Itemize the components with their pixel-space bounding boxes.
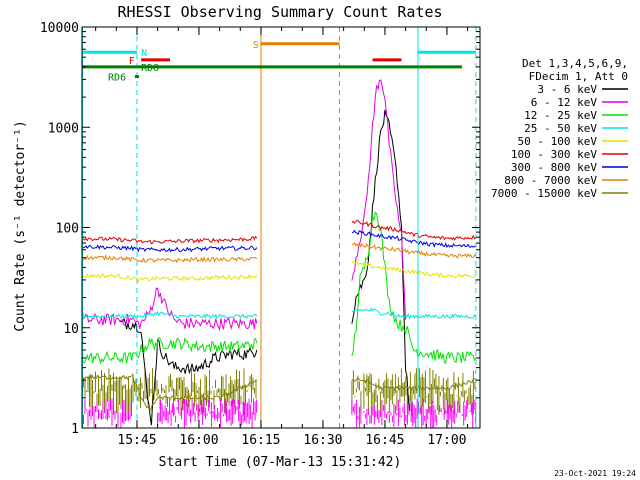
state-label-2: S: [253, 40, 259, 51]
x-tick-label: 16:45: [365, 433, 404, 448]
series-line-4-seg-0: [81, 273, 258, 283]
y-tick-label: 10000: [40, 21, 79, 36]
series-line-1-seg-0: [81, 287, 258, 332]
legend-entry-label: 6 - 12 keV: [531, 96, 598, 109]
x-axis-label: Start Time (07-Mar-13 15:31:42): [159, 455, 402, 470]
series-line-2-seg-0: [81, 336, 258, 365]
legend-entry-label: 800 - 7000 keV: [504, 174, 597, 187]
state-label-0: N: [141, 48, 147, 59]
series-line-7-seg-0: [81, 254, 258, 264]
state-label-4: RD6: [108, 73, 126, 84]
y-tick-label: 1: [71, 422, 79, 437]
state-label-1: F: [129, 56, 135, 67]
series-line-5-seg-0: [81, 235, 258, 245]
legend-entry-label: 300 - 800 keV: [511, 161, 597, 174]
legend-entry-label: 3 - 6 keV: [537, 83, 597, 96]
state-label-3: RDO: [141, 63, 159, 74]
chart-title: RHESSI Observing Summary Count Rates: [117, 3, 442, 21]
x-tick-label: 17:00: [427, 433, 466, 448]
series-line-8-seg-1: [351, 377, 477, 392]
y-axis-label: Count Rate (s⁻¹ detector⁻¹): [13, 120, 28, 331]
y-tick-label: 1000: [48, 121, 79, 136]
series-line-6-seg-1: [351, 229, 476, 249]
y-tick-label: 10: [63, 322, 79, 337]
legend-entry-label: 25 - 50 keV: [524, 122, 597, 135]
series-line-0-seg-1: [351, 109, 411, 411]
x-tick-label: 15:45: [117, 433, 156, 448]
series-line-3-seg-0: [81, 310, 258, 320]
series-line-2-seg-1: [351, 211, 477, 365]
y-tick-label: 100: [56, 222, 79, 237]
series-line-6-seg-0: [81, 244, 258, 253]
legend-entry-label: 12 - 25 keV: [524, 109, 597, 122]
series-line-5-seg-1: [351, 219, 477, 242]
timestamp-footer: 23-Oct-2021 19:24: [554, 469, 636, 478]
series-line-4-seg-1: [351, 260, 476, 279]
legend-header: Det 1,3,4,5,6,9,: [522, 57, 628, 70]
series-line-8-seg-0: [81, 374, 257, 411]
noise-band-2: [157, 398, 258, 428]
legend-header: FDecim 1, Att 0: [529, 70, 628, 83]
noise-band-2: [351, 399, 410, 428]
series-line-0-seg-0: [120, 317, 258, 426]
series-line-7-seg-1: [351, 242, 477, 259]
legend-entry-label: 50 - 100 keV: [518, 135, 598, 148]
x-tick-label: 16:15: [241, 433, 280, 448]
x-tick-label: 16:00: [179, 433, 218, 448]
noise-band-0: [351, 367, 476, 417]
series-line-3-seg-1: [351, 307, 477, 320]
series-line-1-seg-1: [351, 79, 407, 320]
legend-entry-label: 7000 - 15000 keV: [491, 187, 597, 200]
legend-entry-label: 100 - 300 keV: [511, 148, 597, 161]
x-tick-label: 16:30: [303, 433, 342, 448]
